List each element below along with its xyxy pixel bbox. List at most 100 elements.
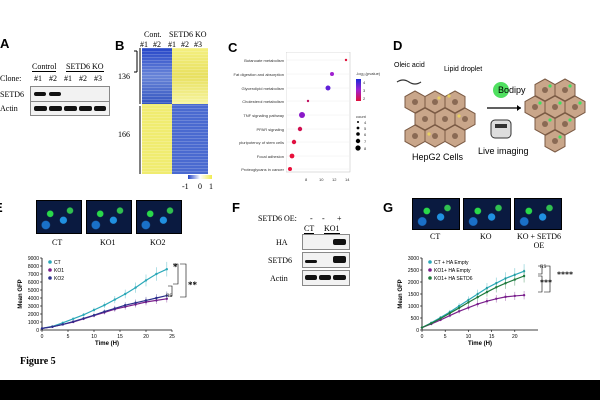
panel-e-point bbox=[165, 268, 168, 271]
panel-c-count-tick-5: 8 bbox=[364, 146, 367, 151]
panel-f-row-setd6: SETD6 bbox=[268, 256, 292, 265]
panel-a-group-control: Control bbox=[32, 62, 57, 72]
panel-c-term-6: PPAR signaling bbox=[256, 127, 285, 132]
panel-g-series-line bbox=[421, 275, 525, 329]
panel-e-legend-label: KO2 bbox=[54, 276, 64, 282]
panel-e-point bbox=[103, 310, 106, 313]
panel-e-ylabel: Mean GFP bbox=[18, 279, 24, 308]
panel-b-colorbar bbox=[188, 175, 212, 179]
panel-g-point bbox=[439, 317, 442, 320]
panel-e-legend-label: KO1 bbox=[54, 268, 64, 274]
panel-e-ytick-label: 7000 bbox=[28, 272, 39, 278]
panel-f-row-ha: HA bbox=[276, 238, 288, 247]
panel-a-lane-4: #2 bbox=[79, 74, 87, 83]
panel-g-point bbox=[430, 322, 433, 325]
panel-e-caption-ct: CT bbox=[52, 238, 63, 247]
panel-d-oleic: Oleic acid bbox=[394, 62, 425, 69]
oleic-acid-icon bbox=[396, 79, 422, 85]
panel-f-sign-1: - bbox=[310, 214, 313, 223]
panel-g-point bbox=[467, 306, 470, 309]
panel-e-point bbox=[92, 314, 96, 317]
panel-e-point bbox=[134, 286, 137, 289]
panel-c-dot-4 bbox=[306, 99, 310, 103]
panel-e-xtick-label: 0 bbox=[41, 334, 44, 340]
panel-g-caption-ko-oe: KO + SETD6 OE bbox=[516, 232, 562, 250]
panel-e-point bbox=[134, 301, 137, 304]
panel-g-point bbox=[522, 294, 526, 297]
panel-g-label: G bbox=[383, 200, 394, 215]
panel-f-row-actin: Actin bbox=[270, 274, 288, 283]
panel-b-lane-5: #3 bbox=[194, 40, 202, 49]
panel-g-point bbox=[504, 295, 507, 299]
panel-b-scale-mid: 0 bbox=[198, 182, 202, 191]
panel-a-label: A bbox=[0, 36, 10, 51]
panel-c-term-9: Proteoglycans in cancer bbox=[241, 167, 284, 172]
panel-d-lipid: Lipid droplet bbox=[444, 66, 483, 73]
panel-b-lane-3: #1 bbox=[168, 40, 176, 49]
panel-e-sig-2: ** bbox=[188, 280, 197, 290]
panel-a-lane-2: #2 bbox=[49, 74, 57, 83]
panel-d-label: D bbox=[393, 38, 403, 53]
panel-c-term-2: Fat digestion and absorption bbox=[233, 72, 284, 77]
panel-g-legend-marker bbox=[428, 268, 432, 272]
panel-f-sign-2: - bbox=[322, 214, 325, 223]
panel-e-point bbox=[51, 325, 54, 328]
panel-e-ytick-label: 3000 bbox=[28, 304, 39, 310]
panel-g-point bbox=[457, 310, 461, 313]
panel-e-chart: 0 1000 2000 3000 4000 5000 6000 7000 8000 9000 0 5 1… bbox=[18, 256, 187, 347]
panel-g-legend-label: KO1+ HA Empty bbox=[434, 268, 471, 274]
panel-c-pval-tick-2: 3 bbox=[363, 88, 366, 93]
panel-b-heatmap bbox=[134, 48, 208, 174]
panel-g-legend-label: CT + HA Empty bbox=[434, 260, 469, 266]
panel-f-oe-label: SETD6 OE: bbox=[258, 214, 297, 223]
panel-g-point bbox=[476, 302, 479, 306]
panel-e-ytick-label: 6000 bbox=[28, 280, 39, 286]
panel-e-image-ko2 bbox=[136, 200, 182, 234]
panel-e-image-ct bbox=[36, 200, 82, 234]
panel-a-group-ko: SETD6 KO bbox=[66, 62, 104, 72]
panel-g-point bbox=[495, 297, 498, 300]
panel-e-point bbox=[61, 323, 64, 326]
panel-a-lane-5: #3 bbox=[94, 74, 102, 83]
panel-f-lane-ko1: KO1 bbox=[324, 224, 340, 234]
panel-e-label: E bbox=[0, 200, 3, 215]
panel-g-bracket-1 bbox=[538, 275, 543, 293]
bodipy-icon bbox=[493, 82, 509, 98]
panel-c-dot-9 bbox=[288, 167, 292, 171]
panel-e-point bbox=[82, 313, 85, 316]
panel-g-point bbox=[448, 314, 452, 317]
panel-e-xtick-label: 20 bbox=[143, 334, 149, 340]
panel-e-sig-1: * bbox=[173, 262, 178, 272]
panel-f-sign-3: + bbox=[337, 214, 342, 223]
panel-c-pval-tick-3: 2 bbox=[363, 96, 366, 101]
panel-c-pval-tick-1: 4 bbox=[363, 80, 366, 85]
panel-e-ytick-label: 0 bbox=[36, 328, 39, 334]
panel-g-chart: 0 500 1000 1500 2000 2500 3000 0 5 10 15 20 Time (H)… bbox=[398, 256, 551, 347]
panel-c-count-tick-1: 4 bbox=[364, 120, 367, 125]
panel-e-point bbox=[155, 272, 158, 276]
panel-e-bracket-ns bbox=[168, 285, 173, 297]
panel-e-point bbox=[155, 296, 158, 300]
panel-f-blot-ha bbox=[302, 234, 350, 250]
panel-c-term-1: Butanoate metabolism bbox=[244, 58, 284, 63]
panel-g-point bbox=[513, 278, 516, 281]
panel-b-lane-1: #1 bbox=[140, 40, 148, 49]
figure-page: A Control SETD6 KO Clone: #1 #2 #1 #2 #3… bbox=[0, 0, 600, 380]
panel-g-point bbox=[420, 326, 424, 329]
panel-c-term-4: Cholesterol metabolism bbox=[242, 99, 284, 104]
panel-e-image-ko1 bbox=[86, 200, 132, 234]
panel-g-point bbox=[513, 294, 516, 298]
panel-e-point bbox=[165, 294, 168, 297]
panel-e-legend-marker bbox=[48, 268, 52, 272]
panel-g-xlabel: Time (H) bbox=[468, 341, 492, 347]
panel-c-xtick-2: 10 bbox=[319, 177, 324, 182]
panel-e-point bbox=[82, 317, 85, 320]
panel-g-point bbox=[495, 286, 498, 289]
panel-g-point bbox=[467, 301, 470, 304]
panel-g-series-line bbox=[421, 294, 525, 329]
panel-e-point bbox=[72, 320, 75, 323]
panel-e-point bbox=[124, 304, 127, 307]
panel-a-blot-actin bbox=[30, 101, 110, 116]
panel-d-schematic bbox=[396, 78, 586, 153]
panel-g-bracket-ns bbox=[538, 265, 543, 275]
